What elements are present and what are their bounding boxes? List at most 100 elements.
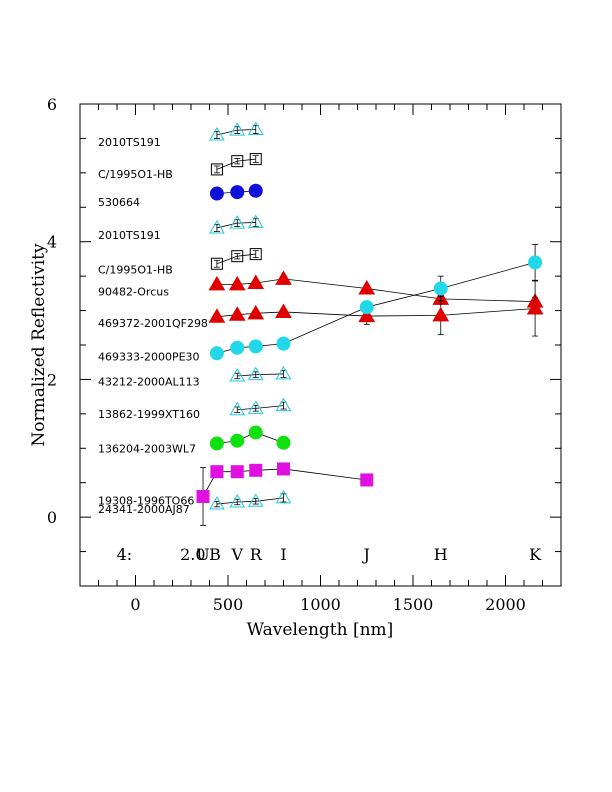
- series-label: 2010TS191: [98, 229, 161, 242]
- data-point: [209, 346, 224, 361]
- data-point: [247, 493, 264, 507]
- data-point: [210, 257, 223, 270]
- data-point: [228, 275, 246, 291]
- y-tick-label: 0: [47, 508, 57, 527]
- series-line: [216, 278, 536, 303]
- data-point: [248, 183, 263, 198]
- data-point: [228, 306, 246, 321]
- x-tick-label: 1000: [300, 595, 341, 614]
- series-3: [209, 214, 264, 234]
- data-point: [248, 425, 263, 440]
- data-point: [208, 275, 226, 291]
- series-label: 2010TS191: [98, 136, 161, 149]
- series-label: 19308-1996TO66: [98, 495, 194, 508]
- data-point: [209, 496, 225, 510]
- data-point: [229, 215, 246, 229]
- data-point: [249, 248, 262, 261]
- data-point: [209, 436, 224, 451]
- data-point: [209, 219, 225, 234]
- y-tick-label: 6: [47, 95, 57, 114]
- series-layer: [196, 121, 544, 526]
- data-point: [229, 401, 246, 416]
- x-axis-label: Wavelength [nm]: [247, 620, 394, 640]
- data-point: [358, 307, 376, 323]
- series-line: [216, 432, 284, 444]
- data-point: [433, 281, 448, 296]
- data-point: [230, 185, 245, 200]
- data-point: [275, 365, 292, 380]
- series-line: [216, 261, 536, 354]
- data-point: [249, 153, 262, 166]
- series-2: [209, 183, 263, 201]
- data-point: [229, 367, 246, 382]
- data-point: [247, 121, 264, 135]
- y-tick-label: 2: [47, 370, 57, 389]
- data-point: [231, 250, 244, 263]
- data-point: [275, 489, 292, 504]
- series-line: [216, 308, 536, 318]
- band-label: I: [280, 545, 286, 564]
- data-point: [276, 336, 291, 351]
- data-point: [359, 300, 374, 315]
- data-point: [249, 463, 263, 477]
- data-point: [360, 473, 374, 487]
- x-tick-label: 1500: [393, 595, 434, 614]
- series-label: 24341-2000AJ87: [98, 503, 190, 516]
- data-point: [247, 304, 265, 320]
- band-label: V: [230, 545, 243, 564]
- y-tick-label: 4: [47, 233, 57, 252]
- series-label: C/1995O1-HB: [98, 263, 173, 276]
- axis-tick-labels: 0 500 1000 1500 2000 0 2 4 6: [47, 95, 526, 614]
- data-point: [275, 303, 292, 318]
- y-axis-label: Normalized Reflectivity: [29, 243, 49, 447]
- series-label: 90482-Orcus: [98, 285, 169, 298]
- series-5: [208, 270, 544, 308]
- data-point: [276, 435, 291, 450]
- series-4: [210, 248, 262, 270]
- series-1: [210, 153, 262, 176]
- data-point: [526, 300, 544, 315]
- series-11: [196, 462, 374, 526]
- series-line: [216, 497, 284, 505]
- data-point: [210, 163, 223, 176]
- data-point: [229, 494, 246, 508]
- data-point: [196, 489, 210, 503]
- band-label: R: [250, 545, 263, 564]
- data-point: [230, 465, 244, 479]
- series-label: 43212-2000AL113: [98, 375, 200, 388]
- series-label: 469372-2001QF298: [98, 317, 208, 330]
- data-point: [230, 433, 245, 448]
- x-tick-label: 2000: [485, 595, 526, 614]
- data-point: [229, 122, 246, 136]
- series-label: 469333-2000PE30: [98, 351, 200, 364]
- series-8: [229, 365, 292, 382]
- series-0: [209, 121, 264, 141]
- series-7: [209, 244, 543, 361]
- series-6: [208, 280, 544, 337]
- data-point: [528, 255, 543, 270]
- data-point: [247, 274, 265, 290]
- data-point: [209, 126, 225, 141]
- band-label: 4:: [117, 545, 133, 564]
- data-point: [275, 397, 292, 412]
- band-label: K: [529, 545, 542, 564]
- series-label: C/1995O1-HB: [98, 168, 173, 181]
- band-label: J: [362, 545, 370, 564]
- data-point: [247, 366, 264, 381]
- x-tick-label: 0: [130, 595, 140, 614]
- data-point: [277, 462, 290, 476]
- data-point: [247, 400, 264, 414]
- series-10: [209, 425, 291, 451]
- series-label: 136204-2003WL7: [98, 442, 196, 455]
- data-point: [248, 339, 263, 354]
- x-tick-label: 500: [213, 595, 244, 614]
- data-point: [210, 465, 224, 479]
- data-point: [247, 214, 264, 228]
- series-label: 13862-1999XT160: [98, 408, 200, 421]
- data-point: [208, 308, 226, 323]
- band-label: B: [209, 545, 221, 564]
- axis-ticks: [80, 103, 561, 587]
- data-point: [432, 306, 450, 322]
- series-label: 530664: [98, 196, 140, 209]
